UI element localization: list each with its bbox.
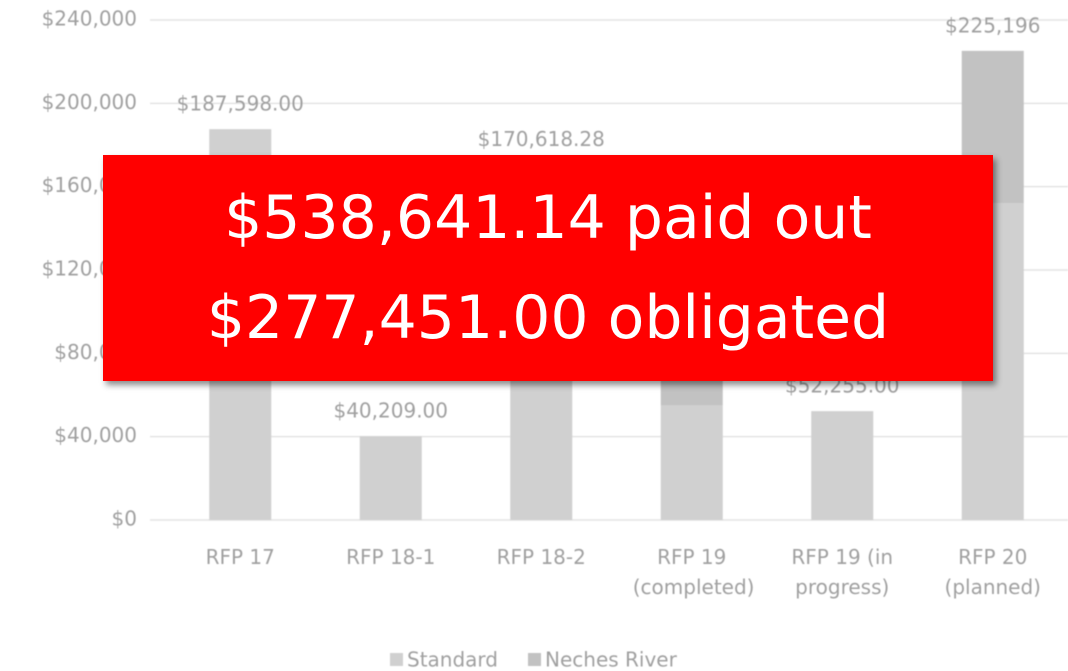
- legend-swatch: [390, 653, 403, 666]
- bar-segment: [359, 436, 422, 520]
- y-tick-label: $40,000: [54, 423, 137, 447]
- bar-segment: [660, 405, 723, 520]
- legend-swatch: [528, 653, 541, 666]
- data-label: $225,196: [945, 13, 1040, 37]
- legend-label: Standard: [407, 648, 498, 671]
- x-tick-label: RFP 18-2: [496, 545, 586, 569]
- data-label: $40,209.00: [333, 399, 448, 423]
- data-label: $170,618.28: [478, 127, 605, 151]
- x-tick-label: RFP 19 (in progress): [791, 545, 894, 599]
- x-tick-label: RFP 19 (completed): [632, 545, 755, 599]
- bar-segment: [811, 411, 874, 520]
- y-tick-label: $240,000: [42, 7, 137, 31]
- x-tick-label: RFP 20 (planned): [944, 545, 1041, 599]
- y-tick-label: $0: [112, 507, 137, 531]
- data-label: $187,598.00: [177, 92, 304, 116]
- y-tick-label: $200,000: [42, 90, 137, 114]
- x-tick-label: RFP 17: [205, 545, 275, 569]
- x-tick-label: RFP 18-1: [346, 545, 436, 569]
- overlay-line: $538,641.14 paid out: [224, 183, 872, 253]
- overlay-box: $538,641.14 paid out $277,451.00 obligat…: [103, 155, 993, 381]
- overlay-line: $277,451.00 obligated: [206, 283, 890, 353]
- legend-label: Neches River: [545, 648, 678, 671]
